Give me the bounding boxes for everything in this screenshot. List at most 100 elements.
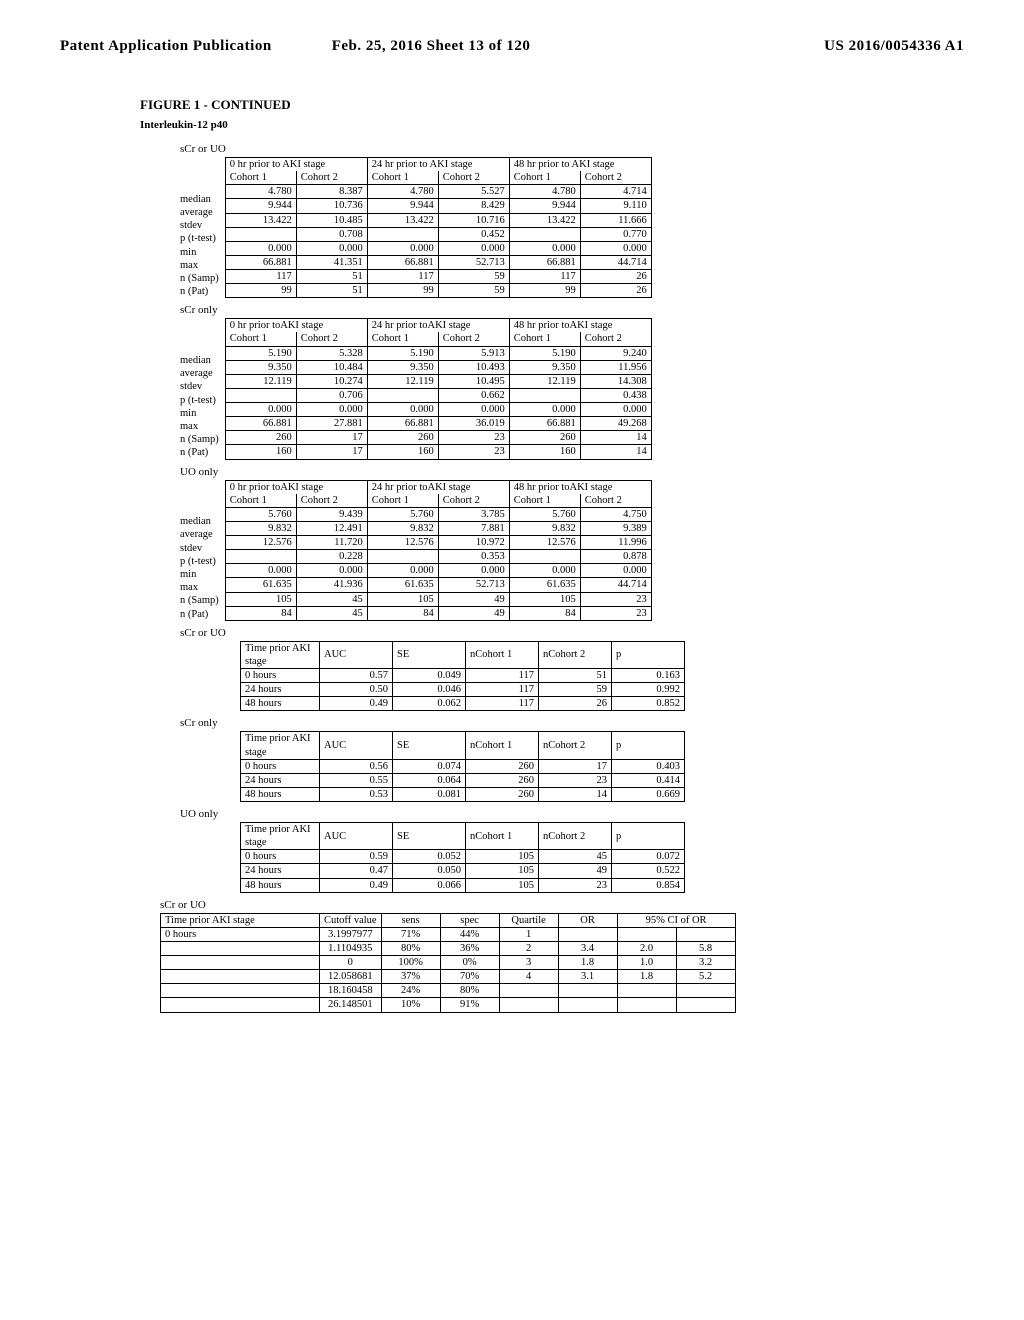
cohort-header: Cohort 1: [367, 171, 438, 185]
table-cell: 23: [438, 431, 509, 445]
table-row: 48 hours0.530.081260140.669: [241, 787, 685, 801]
table-cell: 0.000: [580, 241, 651, 255]
table-row: 48 hours0.490.062117260.852: [241, 697, 685, 711]
cohort-header: Cohort 2: [580, 332, 651, 346]
table-cell: 66.881: [509, 417, 580, 431]
table-row: 0 hours0.570.049117510.163: [241, 669, 685, 683]
header-left: Patent Application Publication: [60, 38, 272, 55]
table-cell: 10.493: [438, 360, 509, 374]
col-ci: 95% CI of OR: [617, 913, 735, 927]
table-cell: 0.000: [580, 564, 651, 578]
table-cell: 9.944: [367, 199, 438, 213]
stat-row-label: average: [180, 528, 223, 541]
time-prior-cell: [161, 941, 320, 955]
table-cell: 99: [225, 284, 296, 298]
table-cell: 0.064: [393, 773, 466, 787]
table-cell: 52.713: [438, 578, 509, 592]
auc-col-header: nCohort 1: [466, 823, 539, 850]
table-cell: [676, 998, 735, 1012]
stats-group-label: sCr only: [180, 304, 964, 316]
table-cell: 0.49: [320, 878, 393, 892]
cohort-header: Cohort 1: [367, 494, 438, 508]
table-cell: 105: [367, 592, 438, 606]
table-cell: [225, 227, 296, 241]
auc-col-header: nCohort 2: [539, 823, 612, 850]
table-cell: 13.422: [509, 213, 580, 227]
table-cell: 66.881: [367, 417, 438, 431]
table-cell: 9.944: [509, 199, 580, 213]
stat-row-label: median: [180, 193, 223, 206]
table-cell: 0.052: [393, 850, 466, 864]
table-cell: 23: [580, 606, 651, 620]
table-cell: 99: [367, 284, 438, 298]
table-cell: 12.119: [509, 374, 580, 388]
table-cell: 12.058681: [320, 970, 382, 984]
stat-row-label: median: [180, 515, 223, 528]
auc-col-header: p: [612, 641, 685, 668]
table-row: 0.7060.6620.438: [225, 388, 651, 402]
table-cell: [617, 984, 676, 998]
auc-table: Time prior AKI stageAUCSEnCohort 1nCohor…: [240, 731, 685, 802]
table-cell: 1: [499, 927, 558, 941]
table-cell: 105: [225, 592, 296, 606]
auc-col-header: p: [612, 823, 685, 850]
table-cell: 10.484: [296, 360, 367, 374]
table-cell: 117: [466, 669, 539, 683]
col-cutoff-value: Cutoff value: [320, 913, 382, 927]
auc-group-label: sCr or UO: [180, 627, 964, 639]
table-cell: 0.56: [320, 759, 393, 773]
table-cell: 4.780: [367, 185, 438, 199]
table-cell: 0.072: [612, 850, 685, 864]
table-cell: 260: [466, 759, 539, 773]
time-prior-cell: [161, 984, 320, 998]
table-cell: 100%: [381, 956, 440, 970]
table-cell: 14.308: [580, 374, 651, 388]
table-cell: 3.2: [676, 956, 735, 970]
table-row: 0.0000.0000.0000.0000.0000.000: [225, 564, 651, 578]
table-cell: [225, 388, 296, 402]
table-cell: 66.881: [509, 255, 580, 269]
table-cell: 0.50: [320, 683, 393, 697]
table-cell: 70%: [440, 970, 499, 984]
table-cell: 0.050: [393, 864, 466, 878]
cohort-header: Cohort 1: [509, 494, 580, 508]
table-cell: 36%: [440, 941, 499, 955]
auc-col-header: AUC: [320, 641, 393, 668]
auc-col-header: AUC: [320, 823, 393, 850]
table-cell: 8.387: [296, 185, 367, 199]
table-row: 844584498423: [225, 606, 651, 620]
table-cell: 260: [225, 431, 296, 445]
table-cell: 0.081: [393, 787, 466, 801]
table-row: 12.11910.27412.11910.49512.11914.308: [225, 374, 651, 388]
table-cell: 12.576: [367, 536, 438, 550]
table-cell: 5.8: [676, 941, 735, 955]
stat-row-label: max: [180, 420, 223, 433]
table-row: 0.0000.0000.0000.0000.0000.000: [225, 241, 651, 255]
cohort-header: Cohort 1: [225, 171, 296, 185]
cutoff-group-label: sCr or UO: [160, 899, 964, 911]
table-cell: 9.832: [509, 521, 580, 535]
table-cell: 105: [466, 864, 539, 878]
table-row: 117511175911726: [225, 270, 651, 284]
cohort-header: Cohort 1: [225, 332, 296, 346]
table-cell: 0.000: [225, 564, 296, 578]
table-cell: 0.046: [393, 683, 466, 697]
table-cell: 5.328: [296, 346, 367, 360]
table-cell: 10.274: [296, 374, 367, 388]
table-cell: 0.062: [393, 697, 466, 711]
table-cell: 49: [539, 864, 612, 878]
table-cell: 0.414: [612, 773, 685, 787]
time-group-header: 48 hr prior toAKI stage: [509, 480, 651, 494]
table-cell: 51: [539, 669, 612, 683]
col-spec: spec: [440, 913, 499, 927]
cohort-header: Cohort 2: [438, 332, 509, 346]
table-cell: 0.000: [367, 403, 438, 417]
table-cell: [509, 550, 580, 564]
table-row: 13.42210.48513.42210.71613.42211.666: [225, 213, 651, 227]
table-cell: 13.422: [367, 213, 438, 227]
table-cell: 84: [367, 606, 438, 620]
table-cell: 49.268: [580, 417, 651, 431]
cohort-header: Cohort 2: [580, 494, 651, 508]
cohort-header: Cohort 2: [438, 494, 509, 508]
table-cell: 24 hours: [241, 683, 320, 697]
